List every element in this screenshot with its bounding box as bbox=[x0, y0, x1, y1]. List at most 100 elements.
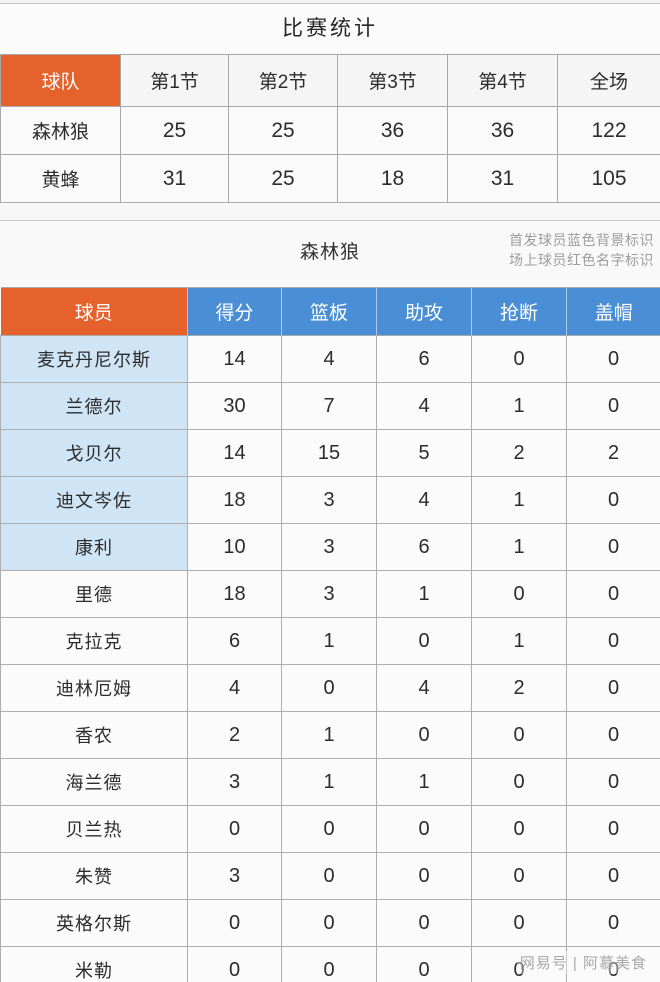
player-stat-cell: 0 bbox=[281, 852, 377, 900]
player-stat-cell: 1 bbox=[471, 617, 567, 665]
player-stat-cell: 0 bbox=[187, 899, 282, 947]
player-header-points: 得分 bbox=[187, 287, 282, 336]
team-section-title: 森林狼 bbox=[299, 242, 360, 263]
player-stat-cell: 0 bbox=[471, 852, 567, 900]
player-row: 克拉克 6 1 0 1 0 bbox=[0, 617, 660, 665]
player-stat-cell: 30 bbox=[187, 382, 282, 430]
player-row: 英格尔斯 0 0 0 0 0 bbox=[0, 899, 660, 947]
player-name-cell: 朱赞 bbox=[0, 852, 188, 900]
player-name-cell: 康利 bbox=[0, 523, 188, 571]
player-stat-cell: 1 bbox=[471, 476, 567, 524]
player-header-assists: 助攻 bbox=[376, 287, 472, 336]
player-stat-cell: 18 bbox=[187, 570, 282, 618]
player-stat-cell: 6 bbox=[376, 335, 472, 383]
player-stat-cell: 0 bbox=[281, 946, 377, 982]
quarter-row: 森林狼 25 25 36 36 122 bbox=[0, 106, 660, 155]
player-row: 香农 2 1 0 0 0 bbox=[0, 711, 660, 759]
player-stat-cell: 0 bbox=[471, 805, 567, 853]
player-stat-cell: 0 bbox=[566, 523, 660, 571]
player-stat-cell: 1 bbox=[281, 617, 377, 665]
player-stat-cell: 0 bbox=[376, 711, 472, 759]
player-stat-cell: 15 bbox=[281, 429, 377, 477]
player-stat-cell: 0 bbox=[566, 476, 660, 524]
player-stat-cell: 0 bbox=[281, 805, 377, 853]
player-stat-cell: 0 bbox=[281, 664, 377, 712]
player-stat-cell: 7 bbox=[281, 382, 377, 430]
player-table: 球员 得分 篮板 助攻 抢断 盖帽 麦克丹尼尔斯 14 4 6 0 0 兰德尔 30 7 4 1 0 戈… bbox=[0, 287, 660, 982]
player-stat-cell: 2 bbox=[187, 711, 282, 759]
player-name-cell: 里德 bbox=[0, 570, 188, 618]
player-stat-cell: 1 bbox=[281, 758, 377, 806]
player-stat-cell: 10 bbox=[187, 523, 282, 571]
player-stat-cell: 0 bbox=[566, 852, 660, 900]
player-stat-cell: 0 bbox=[471, 335, 567, 383]
player-stat-cell: 3 bbox=[187, 758, 282, 806]
player-stat-cell: 0 bbox=[281, 899, 377, 947]
player-stat-cell: 1 bbox=[471, 382, 567, 430]
player-name-cell: 迪林厄姆 bbox=[0, 664, 188, 712]
team-name-cell: 森林狼 bbox=[0, 106, 121, 155]
player-stat-cell: 0 bbox=[471, 899, 567, 947]
legend-line-starters: 首发球员蓝色背景标识 bbox=[509, 232, 654, 248]
quarter-header-q1: 第1节 bbox=[120, 54, 229, 107]
player-row: 贝兰热 0 0 0 0 0 bbox=[0, 805, 660, 853]
player-row: 迪文岑佐 18 3 4 1 0 bbox=[0, 476, 660, 524]
player-name-cell: 香农 bbox=[0, 711, 188, 759]
player-name-cell: 米勒 bbox=[0, 946, 188, 982]
quarter-score-cell: 31 bbox=[120, 154, 229, 203]
player-section-header: 森林狼 首发球员蓝色背景标识 场上球员红色名字标识 bbox=[0, 221, 660, 287]
player-stat-cell: 14 bbox=[187, 429, 282, 477]
quarter-header-row: 球队 第1节 第2节 第3节 第4节 全场 bbox=[0, 54, 660, 107]
quarter-score-cell: 18 bbox=[337, 154, 448, 203]
player-stat-cell: 0 bbox=[566, 805, 660, 853]
section-gap bbox=[0, 203, 660, 221]
player-stat-cell: 0 bbox=[187, 805, 282, 853]
player-name-cell: 戈贝尔 bbox=[0, 429, 188, 477]
player-stat-cell: 3 bbox=[281, 476, 377, 524]
player-stat-cell: 0 bbox=[376, 805, 472, 853]
player-stat-cell: 3 bbox=[187, 852, 282, 900]
player-row: 迪林厄姆 4 0 4 2 0 bbox=[0, 664, 660, 712]
quarter-score-cell: 36 bbox=[337, 106, 448, 155]
player-stat-cell: 2 bbox=[566, 429, 660, 477]
quarter-score-cell: 25 bbox=[228, 106, 338, 155]
player-stat-cell: 0 bbox=[471, 570, 567, 618]
player-name-cell: 麦克丹尼尔斯 bbox=[0, 335, 188, 383]
player-stat-cell: 0 bbox=[566, 335, 660, 383]
player-stat-cell: 0 bbox=[471, 758, 567, 806]
player-stat-cell: 0 bbox=[566, 711, 660, 759]
player-stat-cell: 0 bbox=[376, 899, 472, 947]
quarter-header-q2: 第2节 bbox=[228, 54, 338, 107]
player-stat-cell: 6 bbox=[376, 523, 472, 571]
player-stat-cell: 3 bbox=[281, 523, 377, 571]
player-stat-cell: 0 bbox=[566, 758, 660, 806]
quarter-score-cell: 25 bbox=[228, 154, 338, 203]
player-header-rebounds: 篮板 bbox=[281, 287, 377, 336]
quarter-score-cell: 25 bbox=[120, 106, 229, 155]
player-stat-cell: 14 bbox=[187, 335, 282, 383]
quarter-table: 球队 第1节 第2节 第3节 第4节 全场 森林狼 25 25 36 36 122 黄蜂 31… bbox=[0, 54, 660, 203]
legend-line-oncourt: 场上球员红色名字标识 bbox=[509, 252, 654, 268]
player-row: 米勒 0 0 0 0 0 bbox=[0, 946, 660, 982]
player-row: 朱赞 3 0 0 0 0 bbox=[0, 852, 660, 900]
player-name-cell: 英格尔斯 bbox=[0, 899, 188, 947]
player-name-cell: 克拉克 bbox=[0, 617, 188, 665]
player-row: 康利 10 3 6 1 0 bbox=[0, 523, 660, 571]
player-stat-cell: 0 bbox=[471, 946, 567, 982]
player-stat-cell: 4 bbox=[376, 382, 472, 430]
quarter-score-cell: 36 bbox=[447, 106, 558, 155]
player-stat-cell: 0 bbox=[566, 899, 660, 947]
player-row: 麦克丹尼尔斯 14 4 6 0 0 bbox=[0, 335, 660, 383]
player-stat-cell: 0 bbox=[566, 664, 660, 712]
player-header-row: 球员 得分 篮板 助攻 抢断 盖帽 bbox=[0, 287, 660, 336]
player-stat-cell: 0 bbox=[566, 570, 660, 618]
player-stat-cell: 1 bbox=[376, 570, 472, 618]
player-stat-cell: 1 bbox=[376, 758, 472, 806]
player-stat-cell: 0 bbox=[376, 946, 472, 982]
player-stat-cell: 0 bbox=[376, 617, 472, 665]
page-title: 比赛统计 bbox=[0, 4, 660, 54]
player-stat-cell: 0 bbox=[566, 382, 660, 430]
player-header-steals: 抢断 bbox=[471, 287, 567, 336]
player-row: 戈贝尔 14 15 5 2 2 bbox=[0, 429, 660, 477]
